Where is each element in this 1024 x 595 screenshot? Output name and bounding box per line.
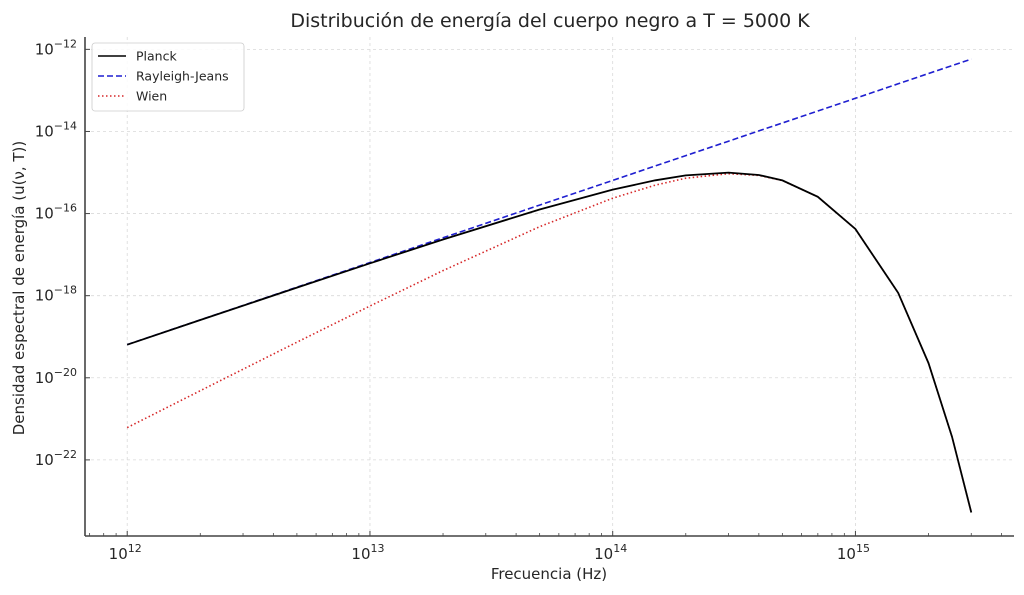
x-tick-label: 1012: [109, 542, 142, 563]
y-tick-label: 10−14: [35, 119, 77, 140]
legend-label: Wien: [136, 89, 167, 104]
y-tick-label: 10−16: [35, 202, 77, 223]
series-line-wien: [126, 172, 973, 513]
legend-box: [91, 42, 245, 112]
series-lines: [126, 58, 973, 513]
legend-label: Planck: [136, 49, 177, 64]
axes: 1012 1013 1014 1015 10−12 10−14 10−16 10−18 10−2…: [35, 37, 1014, 563]
chart-title: Distribución de energía del cuerpo negro…: [290, 10, 810, 32]
x-tick-label: 1015: [837, 542, 870, 563]
y-tick-label: 10−20: [35, 366, 77, 387]
x-tick-label: 1014: [594, 542, 627, 563]
y-axis-label: Densidad espectral de energía (u(ν, T)): [10, 141, 28, 436]
y-tick-label: 10−18: [35, 284, 77, 305]
x-axis-label: Frecuencia (Hz): [491, 565, 607, 583]
x-tick-label: 1013: [351, 542, 384, 563]
y-tick-label: 10−22: [35, 448, 77, 469]
grid: [85, 37, 1014, 536]
legend-label: Rayleigh-Jeans: [136, 69, 229, 84]
legend: Planck Rayleigh-Jeans Wien: [91, 42, 245, 112]
y-tick-label: 10−12: [35, 37, 77, 58]
series-line-planck: [126, 171, 973, 513]
